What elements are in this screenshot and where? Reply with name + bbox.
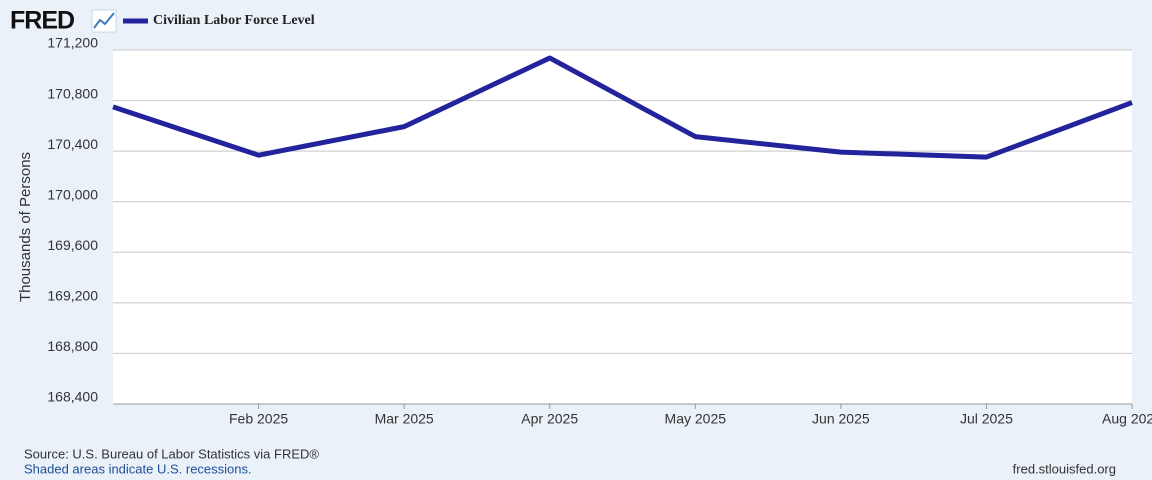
y-tick-label: 170,400 [47,136,98,152]
y-tick-label: 168,800 [47,338,98,354]
y-tick-label: 169,600 [47,237,98,253]
y-tick-label: 171,200 [47,35,98,51]
y-tick-label: 169,200 [47,288,98,304]
brand-logo: FRED [10,7,74,35]
y-tick-label: 170,800 [47,85,98,101]
plot-area [113,50,1132,404]
x-tick-label: Aug 2025 [1102,411,1152,427]
legend-label: Civilian Labor Force Level [153,13,315,28]
recession-note[interactable]: Shaded areas indicate U.S. recessions. [24,461,252,476]
x-tick-label: Feb 2025 [229,411,288,427]
y-tick-label: 170,000 [47,186,98,202]
data-line [112,55,1133,160]
x-tick-label: Jun 2025 [812,411,870,427]
x-tick-label: Jul 2025 [960,411,1013,427]
x-tick-label: Apr 2025 [521,411,578,427]
source-note: Source: U.S. Bureau of Labor Statistics … [24,446,319,461]
y-tick-label: 168,400 [47,389,98,405]
logo-icon [91,9,117,33]
y-axis-label: Thousands of Persons [17,152,34,302]
site-link[interactable]: fred.stlouisfed.org [1013,461,1116,476]
x-tick-label: May 2025 [665,411,727,427]
x-tick-label: Mar 2025 [375,411,434,427]
